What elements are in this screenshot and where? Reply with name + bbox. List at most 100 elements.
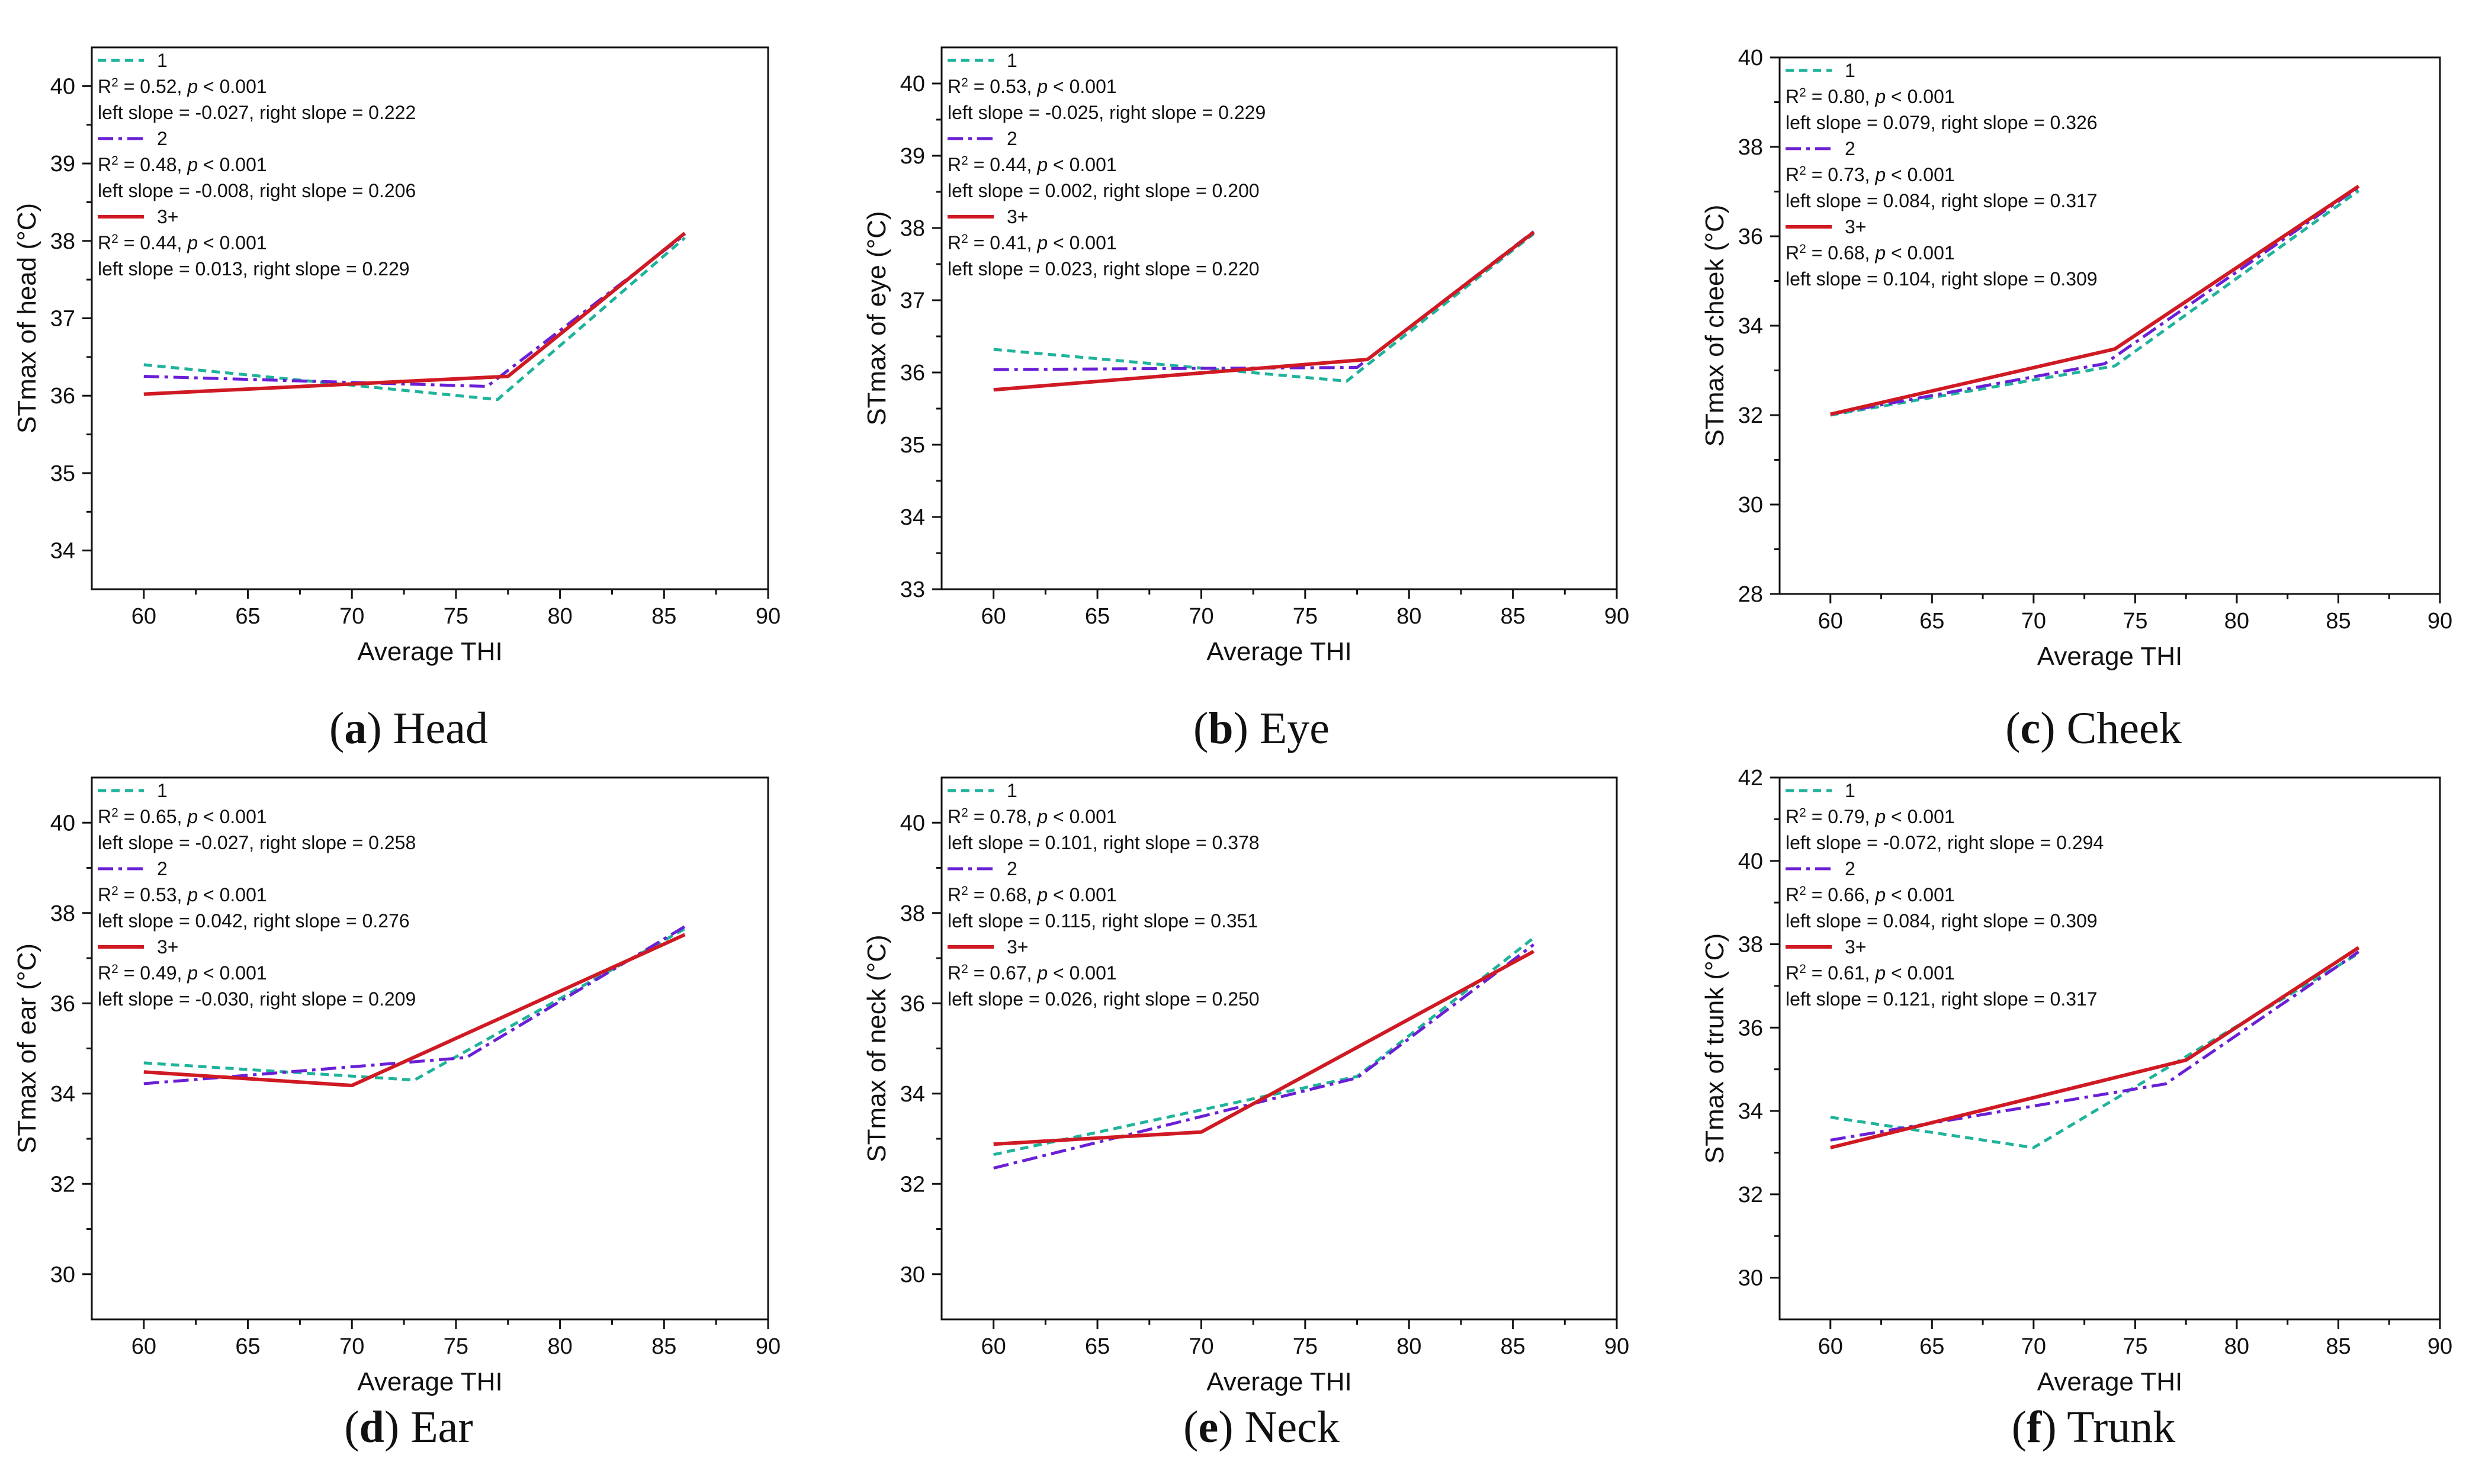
y-tick-label: 32 — [900, 1172, 925, 1197]
panel-d: 60 65 70 75 80 85 90 30 32 34 36 38 40 Average THI STm… — [12, 776, 781, 1452]
x-tick-label: 70 — [1189, 604, 1213, 629]
legend-label: 3+ — [1007, 936, 1028, 958]
slope-annotation: left slope = -0.025, right slope = 0.229 — [948, 102, 1266, 123]
y-tick-label: 35 — [50, 461, 75, 486]
y-tick-label: 36 — [1738, 224, 1763, 249]
y-tick-label: 40 — [50, 811, 75, 836]
x-tick-label: 65 — [1919, 609, 1944, 634]
x-tick-label: 90 — [1604, 1334, 1629, 1359]
r2-annotation: R2 = 0.66, p < 0.001 — [1786, 884, 1955, 906]
y-tick-label: 33 — [900, 577, 925, 602]
x-tick-label: 90 — [1604, 604, 1629, 629]
y-tick-label: 30 — [50, 1263, 75, 1287]
legend-label: 3+ — [157, 206, 178, 227]
legend-label: 1 — [157, 50, 168, 71]
legend-label: 3+ — [1007, 206, 1028, 227]
y-tick-label: 36 — [1738, 1016, 1763, 1040]
y-axis-label: STmax of trunk (°C) — [1700, 933, 1729, 1164]
x-tick-label: 65 — [235, 1334, 260, 1359]
slope-annotation: left slope = 0.101, right slope = 0.378 — [948, 832, 1260, 853]
x-tick-label: 85 — [651, 604, 676, 629]
series-3-line — [993, 949, 1535, 1146]
panel-b: 60 65 70 75 80 85 90 33 34 35 36 37 38 39 40 Average TH… — [862, 46, 1629, 753]
series-2-line — [1830, 185, 2360, 416]
x-tick-label: 65 — [235, 604, 260, 629]
slope-annotation: left slope = -0.030, right slope = 0.209 — [98, 988, 416, 1010]
y-axis-label: STmax of eye (°C) — [862, 211, 891, 425]
x-tick-label: 80 — [547, 1334, 572, 1359]
slope-annotation: left slope = 0.042, right slope = 0.276 — [98, 910, 410, 931]
x-axis-label: Average THI — [2037, 1367, 2182, 1396]
x-tick-label: 85 — [2326, 609, 2351, 634]
y-tick-label: 32 — [1738, 1183, 1763, 1207]
x-tick-label: 80 — [2224, 1334, 2249, 1359]
plot-frame — [1778, 776, 2441, 1321]
x-tick-label: 85 — [1500, 604, 1525, 629]
y-tick-label: 39 — [50, 152, 75, 176]
panel-caption: (b) Eye — [1193, 704, 1330, 753]
x-tick-label: 60 — [1818, 609, 1843, 634]
slope-annotation: left slope = -0.008, right slope = 0.206 — [98, 180, 416, 201]
slope-annotation: left slope = 0.115, right slope = 0.351 — [948, 910, 1258, 931]
y-tick-label: 40 — [1738, 46, 1763, 70]
y-tick-label: 32 — [50, 1172, 75, 1197]
legend-label: 1 — [1007, 780, 1017, 801]
r2-annotation: R2 = 0.80, p < 0.001 — [1786, 86, 1955, 108]
x-tick-label: 80 — [1396, 1334, 1421, 1359]
y-tick-label: 40 — [900, 811, 925, 836]
plot-frame — [91, 46, 769, 590]
slope-annotation: left slope = 0.023, right slope = 0.220 — [948, 258, 1260, 280]
x-tick-label: 70 — [1189, 1334, 1213, 1359]
r2-annotation: R2 = 0.44, p < 0.001 — [948, 154, 1117, 176]
y-tick-label: 39 — [900, 144, 925, 169]
y-tick-label: 37 — [50, 307, 75, 332]
series-3-line — [993, 230, 1535, 392]
y-tick-label: 38 — [900, 901, 925, 926]
plot-frame — [1778, 56, 2441, 595]
series-1-line — [1830, 189, 2360, 417]
x-tick-label: 60 — [131, 604, 156, 629]
r2-annotation: R2 = 0.79, p < 0.001 — [1786, 806, 1955, 828]
y-tick-label: 38 — [50, 229, 75, 254]
slope-annotation: left slope = 0.104, right slope = 0.309 — [1786, 268, 2098, 290]
r2-annotation: R2 = 0.44, p < 0.001 — [98, 232, 267, 254]
series-3-line — [143, 232, 686, 396]
x-axis-label: Average THI — [357, 637, 502, 666]
legend-label: 1 — [1007, 50, 1017, 71]
x-tick-label: 80 — [1396, 604, 1421, 629]
r2-annotation: R2 = 0.61, p < 0.001 — [1786, 962, 1955, 984]
y-tick-label: 34 — [50, 539, 75, 564]
legend-label: 2 — [157, 858, 168, 879]
legend-label: 2 — [1845, 858, 1855, 879]
x-tick-label: 75 — [1293, 1334, 1318, 1359]
y-tick-label: 37 — [900, 288, 925, 313]
legend-label: 2 — [1007, 128, 1017, 149]
series-3-line — [1830, 946, 2360, 1149]
series-3-line — [143, 933, 686, 1087]
x-tick-label: 85 — [651, 1334, 676, 1359]
x-tick-label: 85 — [2326, 1334, 2351, 1359]
slope-annotation: left slope = 0.084, right slope = 0.309 — [1786, 910, 2098, 931]
y-axis-label: STmax of ear (°C) — [12, 943, 41, 1154]
panel-e: 60 65 70 75 80 85 90 30 32 34 36 38 40 Average THI STm… — [862, 776, 1629, 1452]
y-axis-label: STmax of head (°C) — [12, 203, 41, 433]
y-tick-label: 34 — [1738, 1099, 1763, 1124]
series-2-line — [143, 233, 686, 388]
x-tick-label: 70 — [339, 1334, 364, 1359]
y-tick-label: 38 — [900, 216, 925, 241]
r2-annotation: R2 = 0.68, p < 0.001 — [948, 884, 1117, 906]
legend-label: 3+ — [1845, 216, 1866, 237]
y-axis-label: STmax of neck (°C) — [862, 934, 891, 1162]
x-tick-label: 60 — [131, 1334, 156, 1359]
series-1-line — [143, 236, 686, 401]
panel-caption: (e) Neck — [1183, 1402, 1340, 1452]
y-tick-label: 40 — [50, 74, 75, 99]
x-tick-label: 65 — [1919, 1334, 1944, 1359]
x-tick-label: 80 — [547, 604, 572, 629]
y-tick-label: 36 — [50, 384, 75, 409]
y-tick-label: 40 — [900, 72, 925, 97]
slope-annotation: left slope = 0.079, right slope = 0.326 — [1786, 112, 2098, 133]
r2-annotation: R2 = 0.67, p < 0.001 — [948, 962, 1117, 984]
x-tick-label: 65 — [1085, 1334, 1110, 1359]
r2-annotation: R2 = 0.65, p < 0.001 — [98, 806, 267, 828]
